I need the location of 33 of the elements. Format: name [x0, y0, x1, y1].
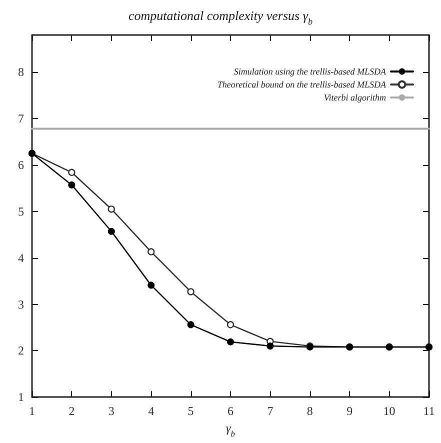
point: [226, 321, 234, 328]
point: [68, 181, 76, 188]
x-tick-label: 6: [228, 404, 234, 418]
x-tick-label: 11: [423, 404, 435, 418]
y-tick-label: 1: [18, 390, 24, 404]
y-tick-label: 7: [18, 112, 24, 126]
x-tick-label: 3: [108, 404, 114, 418]
x-tick-label: 4: [148, 404, 154, 418]
point: [227, 338, 234, 346]
point: [68, 168, 76, 176]
legend-label: Viterbi algorithm: [324, 92, 386, 102]
point: [148, 248, 155, 256]
x-tick-label: 2: [68, 404, 75, 418]
y-tick-label: 5: [18, 204, 24, 218]
x-tick-label: 7: [267, 404, 274, 418]
point: [187, 288, 194, 296]
y-tick-label: 6: [18, 158, 24, 172]
x-tick-label: 8: [306, 404, 313, 418]
x-tick-label: 10: [383, 404, 396, 418]
x-tick-label: 9: [346, 404, 353, 418]
y-tick-label: 4: [18, 250, 24, 265]
x-tick-label: 1: [29, 404, 35, 418]
point: [266, 342, 274, 350]
legend-label: Simulation using the trellis-based MLSDA: [234, 66, 386, 76]
point: [108, 205, 115, 213]
y-tick-label: 3: [18, 297, 24, 312]
legend-label: Theoretical bound on the trellis-based MLSDA: [217, 80, 386, 90]
point: [148, 282, 155, 289]
y-tick-label: 2: [18, 344, 24, 358]
point: [187, 321, 194, 328]
point: [108, 228, 115, 235]
y-tick-label: 8: [18, 65, 24, 80]
x-tick-label: 5: [188, 404, 194, 418]
